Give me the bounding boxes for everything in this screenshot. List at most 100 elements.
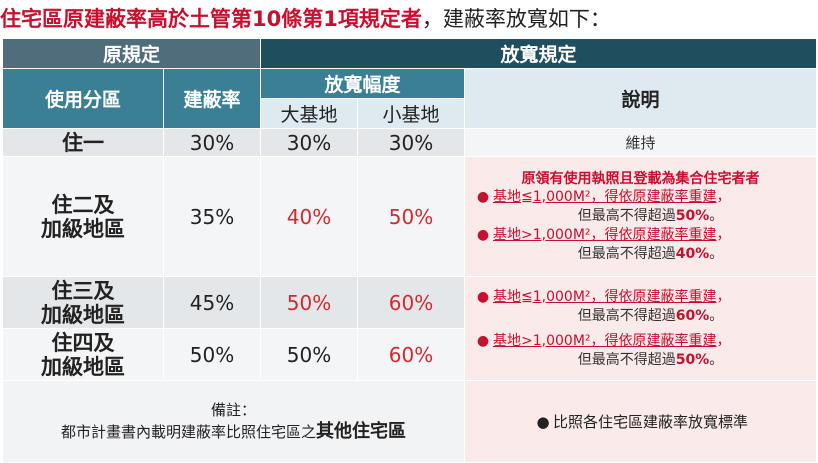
bullet-icon: ● bbox=[476, 188, 490, 205]
coverage-cell: 35% bbox=[162, 156, 262, 277]
zone-cell: 住二及 加級地區 bbox=[2, 156, 164, 277]
coverage-cell: 30% bbox=[162, 128, 262, 157]
title-highlight: 住宅區原建蔽率高於土管第10條第1項規定者 bbox=[0, 7, 422, 31]
cont-text: 但最高不得超過 bbox=[577, 351, 676, 368]
bullet-icon: ● bbox=[476, 226, 490, 243]
header-relaxed: 放寬規定 bbox=[260, 38, 818, 69]
large-site-cell: 40% bbox=[260, 156, 359, 277]
note-row: 備註： 都市計畫書內載明建蔽率比照住宅區之其他住宅區 ● 比照各住宅區建蔽率放寬標… bbox=[1, 380, 818, 463]
cont-end: 。 bbox=[709, 307, 724, 324]
bullet-continuation: 但最高不得超過50%。 bbox=[473, 207, 808, 226]
bullet-text: 基地>1,000M²，得依原建蔽率重建 bbox=[493, 332, 717, 349]
small-site-cell: 60% bbox=[357, 276, 466, 329]
title-suffix: ，建蔽率放寬如下： bbox=[421, 7, 611, 31]
header-large-site: 大基地 bbox=[260, 98, 359, 129]
bullet-icon: ● bbox=[476, 332, 490, 349]
cont-end: 。 bbox=[709, 245, 724, 262]
bullet-continuation: 但最高不得超過40%。 bbox=[473, 245, 808, 264]
note-right-cell: ● 比照各住宅區建蔽率放寬標準 bbox=[464, 380, 818, 463]
small-site-cell: 30% bbox=[357, 128, 466, 157]
description-lead: 原領有使用執照且登載為集合住宅者者 bbox=[521, 170, 760, 187]
zone-cell: 住四及 加級地區 bbox=[2, 328, 164, 381]
zone-name-line2: 加級地區 bbox=[41, 216, 125, 241]
cont-text: 但最高不得超過 bbox=[577, 307, 676, 324]
small-site-value: 60% bbox=[388, 290, 434, 315]
header-zone: 使用分區 bbox=[2, 68, 164, 129]
description-text: 維持 bbox=[625, 134, 656, 152]
small-site-cell: 60% bbox=[357, 328, 466, 381]
zone-name-line1: 住四及 bbox=[51, 330, 115, 355]
header-coverage: 建蔽率 bbox=[162, 68, 262, 129]
large-site-cell: 50% bbox=[260, 276, 359, 329]
cont-value: 50% bbox=[675, 351, 710, 368]
description-cell: 原領有使用執照且登載為集合住宅者者 ● 基地≦1,000M²，得依原建蔽率重建，… bbox=[464, 156, 818, 277]
small-site-value: 60% bbox=[388, 342, 434, 367]
header-row-top: 原規定 放寬規定 bbox=[1, 38, 818, 69]
bullet-text: 基地≦1,000M²，得依原建蔽率重建 bbox=[493, 188, 717, 205]
note-text: 都市計畫書內載明建蔽率比照住宅區之其他住宅區 bbox=[13, 420, 454, 444]
bullet-icon: ● bbox=[536, 413, 550, 431]
description-bullet: ● 基地>1,000M²，得依原建蔽率重建， bbox=[473, 226, 808, 245]
cont-text: 但最高不得超過 bbox=[577, 245, 676, 262]
header-original: 原規定 bbox=[1, 38, 262, 69]
coverage-value: 50% bbox=[189, 342, 235, 367]
note-text-main: 都市計畫書內載明建蔽率比照住宅區之 bbox=[61, 422, 317, 441]
cont-end: 。 bbox=[709, 351, 724, 368]
table-row: 住一 30% 30% 30% 維持 bbox=[2, 128, 818, 157]
zone-cell: 住三及 加級地區 bbox=[2, 276, 164, 329]
cont-end: 。 bbox=[709, 207, 724, 224]
bullet-tail: ， bbox=[716, 188, 731, 205]
bullet-icon: ● bbox=[476, 288, 490, 305]
description-cell: 維持 bbox=[464, 128, 818, 157]
header-small-site: 小基地 bbox=[357, 98, 466, 129]
description-bullet: ● 基地≦1,000M²，得依原建蔽率重建， bbox=[473, 188, 808, 207]
bullet-tail: ， bbox=[716, 332, 731, 349]
coverage-cell: 50% bbox=[162, 328, 262, 381]
coverage-table: 原規定 放寬規定 使用分區 建蔽率 放寬幅度 說明 大基地 小基地 住一 30%… bbox=[1, 38, 818, 463]
bullet-text: 基地≦1,000M²，得依原建蔽率重建 bbox=[493, 288, 717, 305]
coverage-value: 30% bbox=[189, 130, 235, 155]
zone-name-line2: 加級地區 bbox=[41, 302, 125, 327]
bullet-continuation: 但最高不得超過50%。 bbox=[473, 351, 808, 370]
large-site-cell: 30% bbox=[260, 128, 359, 157]
cont-value: 50% bbox=[675, 207, 710, 224]
bullet-continuation: 但最高不得超過60%。 bbox=[473, 307, 808, 326]
header-row-sub: 大基地 小基地 bbox=[3, 98, 817, 129]
coverage-value: 45% bbox=[189, 290, 235, 315]
large-site-value: 50% bbox=[286, 290, 332, 315]
table-row: 住四及 加級地區 50% 50% 60% bbox=[2, 328, 817, 381]
zone-name: 住一 bbox=[62, 130, 104, 155]
note-right-text: ● 比照各住宅區建蔽率放寬標準 bbox=[479, 411, 802, 432]
description-cell-shared: ● 基地≦1,000M²，得依原建蔽率重建， 但最高不得超過60%。 ● 基地>… bbox=[464, 276, 818, 381]
bullet-text: 基地>1,000M²，得依原建蔽率重建 bbox=[493, 226, 717, 243]
zone-name-line2: 加級地區 bbox=[41, 354, 125, 379]
cont-text: 但最高不得超過 bbox=[577, 207, 676, 224]
zone-name-line1: 住三及 bbox=[51, 278, 115, 303]
bullet-tail: ， bbox=[716, 288, 731, 305]
large-site-value: 30% bbox=[286, 130, 332, 155]
small-site-value: 30% bbox=[388, 130, 434, 155]
cont-value: 60% bbox=[675, 307, 710, 324]
zone-name-line1: 住二及 bbox=[51, 192, 115, 217]
note-cell: 備註： 都市計畫書內載明建蔽率比照住宅區之其他住宅區 bbox=[1, 380, 466, 463]
coverage-cell: 45% bbox=[162, 276, 262, 329]
description-bullet: ● 基地>1,000M²，得依原建蔽率重建， bbox=[473, 332, 808, 351]
small-site-value: 50% bbox=[388, 204, 434, 229]
description-bullet: ● 基地≦1,000M²，得依原建蔽率重建， bbox=[473, 288, 808, 307]
note-text-bold: 其他住宅區 bbox=[316, 420, 407, 442]
small-site-cell: 50% bbox=[357, 156, 466, 277]
bullet-tail: ， bbox=[716, 226, 731, 243]
page-title: 住宅區原建蔽率高於土管第10條第1項規定者，建蔽率放寬如下： bbox=[0, 2, 818, 36]
table-row: 住二及 加級地區 35% 40% 50% 原領有使用執照且登載為集合住宅者者 ●… bbox=[2, 156, 818, 277]
large-site-value: 40% bbox=[286, 204, 332, 229]
header-row-mid: 使用分區 建蔽率 放寬幅度 說明 bbox=[2, 68, 818, 129]
header-relax-range: 放寬幅度 bbox=[260, 68, 466, 99]
note-label: 備註： bbox=[211, 400, 257, 419]
header-description: 說明 bbox=[464, 68, 818, 129]
table-row: 住三及 加級地區 45% 50% 60% ● 基地≦1,000M²，得依原建蔽率… bbox=[2, 276, 818, 381]
large-site-cell: 50% bbox=[260, 328, 359, 381]
note-right-label: 比照各住宅區建蔽率放寬標準 bbox=[553, 413, 749, 431]
coverage-value: 35% bbox=[189, 204, 235, 229]
cont-value: 40% bbox=[675, 245, 710, 262]
large-site-value: 50% bbox=[286, 342, 332, 367]
